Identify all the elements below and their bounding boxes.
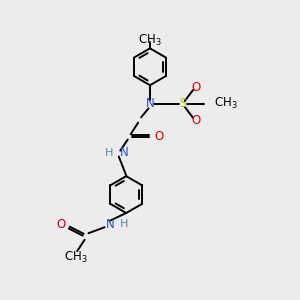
Text: N: N (146, 98, 154, 110)
Text: N: N (106, 218, 115, 231)
Text: H: H (105, 148, 113, 158)
Text: CH$_3$: CH$_3$ (64, 250, 88, 265)
Text: S: S (179, 98, 186, 110)
Text: CH$_3$: CH$_3$ (214, 96, 238, 112)
Text: O: O (191, 81, 201, 94)
Text: N: N (120, 146, 129, 160)
Text: O: O (56, 218, 65, 231)
Text: CH$_3$: CH$_3$ (138, 32, 162, 48)
Text: H: H (120, 219, 129, 229)
Text: O: O (154, 130, 164, 143)
Text: O: O (191, 114, 201, 127)
